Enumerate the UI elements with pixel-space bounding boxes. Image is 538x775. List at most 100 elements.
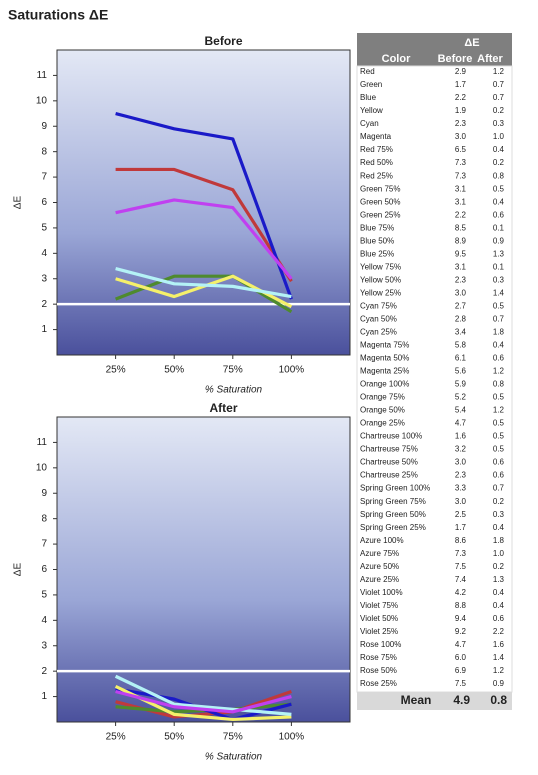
table-cell: 3.2 xyxy=(455,445,467,454)
table-cell: Chartreuse 25% xyxy=(360,471,418,480)
table-cell: Violet 75% xyxy=(360,601,398,610)
table-cell: Yellow xyxy=(360,106,383,115)
table-cell: 4.2 xyxy=(455,588,467,597)
table-cell: 3.4 xyxy=(455,328,467,337)
y-tick-label: 10 xyxy=(36,95,48,106)
table-cell: Magenta xyxy=(360,132,392,141)
table-cell: Rose 25% xyxy=(360,679,397,688)
table-cell: 0.2 xyxy=(493,562,505,571)
x-tick-label: 25% xyxy=(106,732,126,743)
table-cell: Orange 75% xyxy=(360,393,405,402)
table-cell: 0.9 xyxy=(493,679,505,688)
series-line xyxy=(115,267,292,299)
table-cell: Cyan 75% xyxy=(360,301,397,310)
table-mean-value: 0.8 xyxy=(490,693,507,707)
table-cell: Orange 100% xyxy=(360,380,409,389)
table-cell: 0.7 xyxy=(493,484,505,493)
table-cell: 3.1 xyxy=(455,197,467,206)
table-cell: 2.3 xyxy=(455,119,467,128)
table-cell: Yellow 50% xyxy=(360,275,401,284)
x-tick-label: 75% xyxy=(223,732,243,743)
table-cell: 1.2 xyxy=(493,406,505,415)
table-cell: 1.7 xyxy=(455,80,467,89)
table-cell: 2.7 xyxy=(455,301,467,310)
page-title: Saturations ΔE xyxy=(8,7,108,23)
table-cell: 2.3 xyxy=(455,471,467,480)
table-cell: 5.4 xyxy=(455,406,467,415)
table-cell: 2.2 xyxy=(493,627,505,636)
table-cell: Red xyxy=(360,67,375,76)
table-cell: 0.3 xyxy=(493,510,505,519)
table-cell: Blue 75% xyxy=(360,223,394,232)
table-cell: 0.3 xyxy=(493,275,505,284)
table-cell: 0.7 xyxy=(493,80,505,89)
table-cell: Spring Green 25% xyxy=(360,523,426,532)
series-line xyxy=(115,167,293,283)
table-cell: 0.2 xyxy=(493,158,505,167)
plot-area xyxy=(56,416,351,723)
table-cell: 4.7 xyxy=(455,640,467,649)
table-cell: 0.8 xyxy=(493,380,505,389)
table-cell: Green xyxy=(360,80,382,89)
chart-title: After xyxy=(209,401,237,415)
table-cell: 0.4 xyxy=(493,523,505,532)
table-cell: Orange 25% xyxy=(360,419,405,428)
y-axis-label: ΔE xyxy=(13,563,24,577)
table-column-header: Before xyxy=(438,53,473,65)
table-cell: Green 25% xyxy=(360,210,400,219)
table-cell: Green 50% xyxy=(360,197,400,206)
x-tick-label: 75% xyxy=(223,365,243,376)
table-cell: Rose 50% xyxy=(360,666,397,675)
table-cell: 0.1 xyxy=(493,262,505,271)
table-cell: 3.3 xyxy=(455,484,467,493)
series-line xyxy=(115,689,292,714)
table-cell: Green 75% xyxy=(360,184,400,193)
table-cell: 0.2 xyxy=(493,497,505,506)
table-cell: Chartreuse 100% xyxy=(360,432,422,441)
table-mean-value: 4.9 xyxy=(453,693,470,707)
chart-title: Before xyxy=(204,34,242,48)
table-cell: 2.2 xyxy=(455,93,467,102)
table-cell: 7.3 xyxy=(455,549,467,558)
table-cell: 2.3 xyxy=(455,275,467,284)
table-cell: 7.3 xyxy=(455,158,467,167)
table-cell: Cyan 25% xyxy=(360,328,397,337)
table-cell: 0.6 xyxy=(493,210,505,219)
table-cell: 5.9 xyxy=(455,380,467,389)
table-cell: 0.9 xyxy=(493,236,505,245)
table-cell: 1.8 xyxy=(493,328,505,337)
table-cell: 1.2 xyxy=(493,367,505,376)
y-tick-label: 9 xyxy=(41,488,47,499)
table-cell: 0.4 xyxy=(493,588,505,597)
table-cell: 2.9 xyxy=(455,67,467,76)
table-cell: Red 75% xyxy=(360,145,393,154)
x-tick-label: 100% xyxy=(279,732,305,743)
table-cell: 0.5 xyxy=(493,184,505,193)
table-cell: 8.6 xyxy=(455,536,467,545)
table-cell: 2.8 xyxy=(455,314,467,323)
table-cell: 1.6 xyxy=(455,432,467,441)
x-axis-label: % Saturation xyxy=(205,385,263,396)
table-cell: 1.7 xyxy=(455,523,467,532)
table-cell: 1.9 xyxy=(455,106,467,115)
table-cell: 1.4 xyxy=(493,653,505,662)
table-cell: 3.0 xyxy=(455,497,467,506)
table-cell: Spring Green 75% xyxy=(360,497,426,506)
table-body-bg xyxy=(356,65,513,693)
table-cell: 0.7 xyxy=(493,314,505,323)
table-cell: 0.4 xyxy=(493,197,505,206)
series-line xyxy=(114,674,292,716)
table-cell: 1.0 xyxy=(493,132,505,141)
table-cell: Violet 50% xyxy=(360,614,398,623)
table-cell: 3.0 xyxy=(455,288,467,297)
table-cell: 6.1 xyxy=(455,354,467,363)
table-cell: Azure 100% xyxy=(360,536,404,545)
y-tick-label: 7 xyxy=(41,539,47,550)
table-cell: 3.0 xyxy=(455,132,467,141)
table-cell: 8.8 xyxy=(455,601,467,610)
table-cell: Blue 50% xyxy=(360,236,394,245)
table-cell: Yellow 25% xyxy=(360,288,401,297)
y-tick-label: 4 xyxy=(41,615,47,626)
